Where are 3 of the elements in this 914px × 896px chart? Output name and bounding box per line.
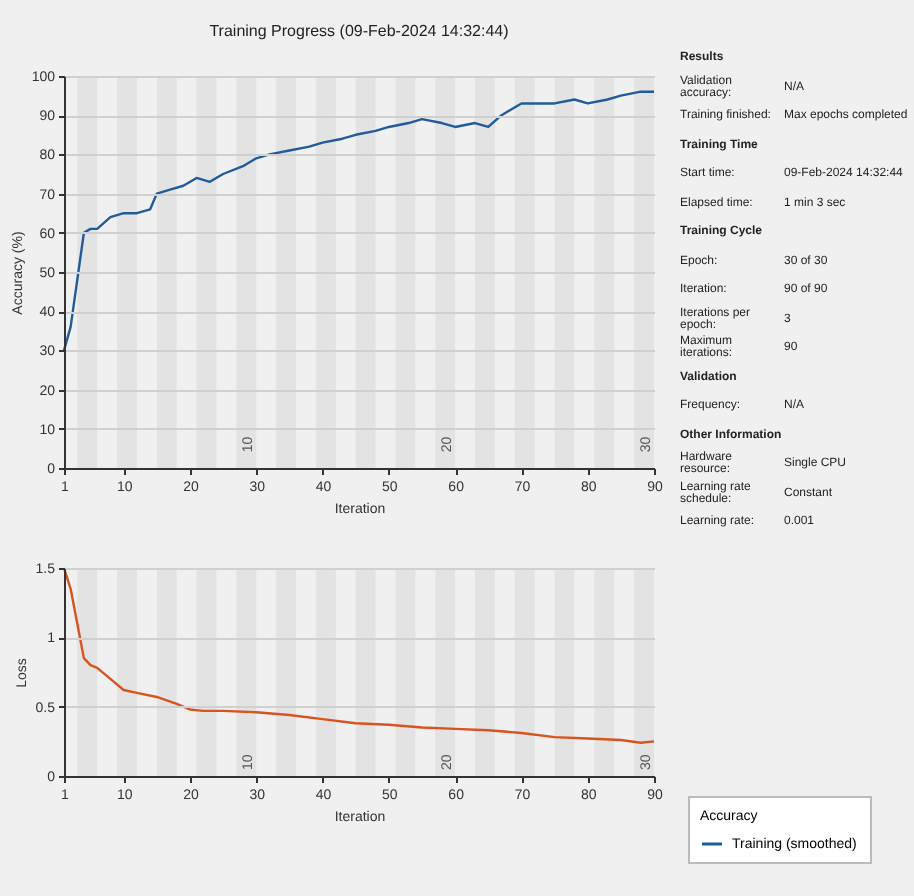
chart-title: Training Progress (09-Feb-2024 14:32:44)	[209, 22, 510, 40]
line-series	[62, 566, 656, 744]
line-series	[62, 90, 656, 352]
